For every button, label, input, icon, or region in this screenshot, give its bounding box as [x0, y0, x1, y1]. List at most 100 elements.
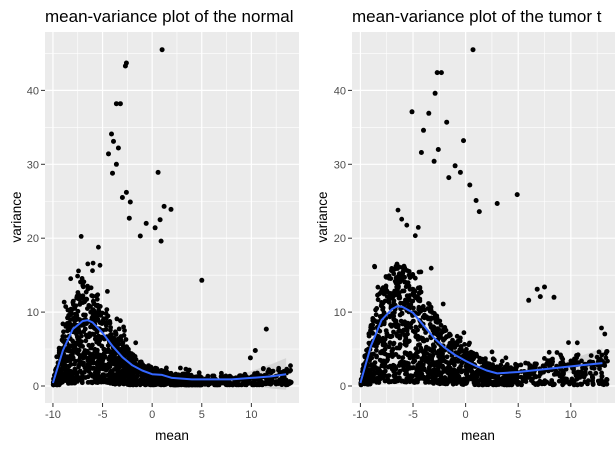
data-point — [384, 289, 390, 295]
data-point — [391, 341, 396, 347]
data-point — [590, 373, 595, 379]
data-point — [94, 329, 100, 335]
data-point — [121, 374, 126, 380]
data-point — [60, 334, 66, 339]
data-point — [540, 363, 546, 369]
x-axis-ticks: -10 -5 0 5 10 — [45, 403, 258, 421]
data-point — [545, 362, 551, 367]
data-point — [150, 380, 156, 386]
data-point — [590, 382, 596, 387]
data-point — [75, 308, 81, 314]
data-point — [432, 370, 437, 375]
data-point — [101, 346, 107, 352]
data-point — [406, 296, 412, 301]
outlier-point — [526, 297, 532, 303]
outlier-point — [168, 206, 174, 212]
data-point — [217, 381, 223, 387]
data-point — [81, 322, 86, 328]
data-point — [96, 341, 102, 347]
data-point — [490, 356, 496, 362]
data-point — [407, 350, 413, 356]
data-point — [81, 312, 86, 318]
data-point — [604, 377, 609, 382]
data-point — [402, 265, 408, 271]
data-point — [73, 313, 79, 318]
data-point — [93, 336, 99, 341]
data-point — [407, 355, 413, 361]
data-point — [374, 319, 380, 325]
y-axis-label: variance — [315, 191, 330, 242]
data-point — [375, 284, 381, 290]
outlier-point — [110, 170, 115, 176]
data-point — [574, 340, 580, 346]
data-point — [417, 285, 423, 290]
data-point — [590, 378, 595, 383]
data-point — [508, 365, 514, 371]
data-point — [449, 344, 455, 350]
data-point — [98, 375, 104, 380]
data-point — [482, 362, 488, 368]
data-point — [81, 329, 87, 334]
data-point — [440, 301, 446, 307]
data-point — [372, 360, 378, 365]
outlier-point — [457, 169, 463, 175]
data-point — [129, 355, 135, 361]
data-point — [178, 365, 183, 371]
data-point — [400, 355, 406, 361]
data-point — [554, 350, 560, 355]
data-point — [455, 358, 461, 364]
data-point — [467, 351, 473, 356]
data-point — [94, 375, 100, 381]
data-point — [416, 298, 421, 303]
data-point — [452, 341, 458, 347]
data-point — [104, 307, 110, 312]
x-tick-label: -10 — [352, 409, 368, 421]
data-point — [374, 354, 379, 360]
y-tick-label: 20 — [334, 233, 346, 245]
data-point — [60, 363, 65, 369]
outlier-point — [161, 203, 167, 209]
x-tick-label: 0 — [149, 409, 155, 421]
data-point — [105, 289, 110, 294]
data-point — [435, 359, 440, 365]
data-point — [476, 359, 482, 364]
data-point — [402, 327, 408, 333]
data-point — [559, 374, 565, 380]
data-point — [500, 366, 506, 372]
data-point — [92, 311, 97, 316]
data-point — [375, 376, 381, 382]
data-point — [412, 378, 417, 384]
data-point — [178, 382, 184, 388]
data-point — [440, 365, 446, 371]
data-point — [68, 276, 74, 282]
data-point — [401, 367, 406, 372]
data-point — [446, 333, 452, 339]
data-point — [125, 374, 131, 380]
outlier-point — [123, 189, 129, 195]
data-point — [575, 352, 581, 358]
data-point — [63, 373, 69, 379]
x-tick-label: -5 — [98, 409, 108, 421]
data-point — [473, 353, 479, 358]
data-point — [574, 376, 579, 382]
outlier-point — [444, 119, 450, 125]
x-tick-label: 10 — [245, 409, 257, 421]
data-point — [79, 371, 85, 376]
data-point — [82, 365, 88, 371]
data-point — [541, 369, 546, 375]
data-point — [96, 244, 101, 250]
data-point — [421, 367, 427, 372]
data-point — [108, 355, 114, 361]
data-point — [454, 370, 460, 376]
data-point — [402, 333, 408, 338]
x-axis-ticks: -10 -5 0 5 10 — [352, 403, 577, 421]
data-point — [433, 313, 439, 318]
data-point — [95, 354, 101, 360]
data-point — [454, 374, 460, 380]
data-point — [76, 328, 82, 334]
data-point — [390, 362, 396, 368]
data-point — [406, 338, 412, 344]
data-point — [412, 233, 418, 239]
data-point — [438, 333, 443, 339]
data-point — [88, 345, 94, 351]
